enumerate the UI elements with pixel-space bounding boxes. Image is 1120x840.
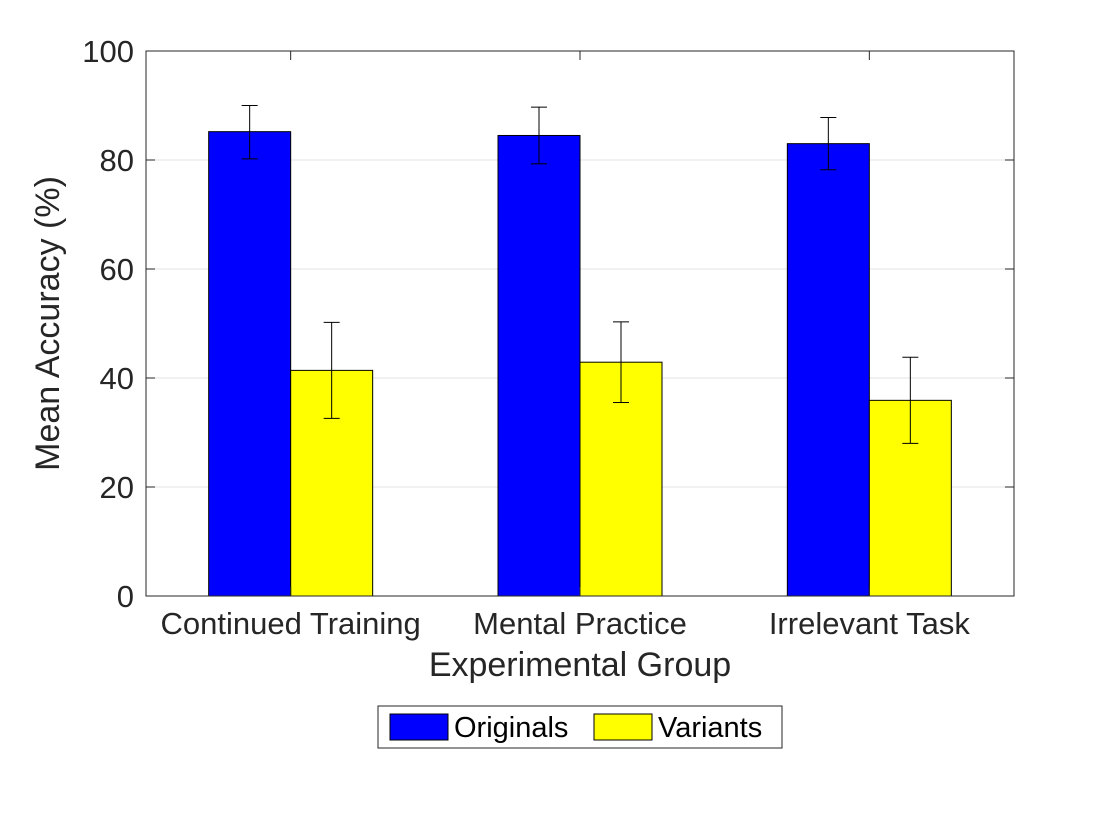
bar-originals-1 xyxy=(208,131,292,597)
y-axis-title: Mean Accuracy (%) xyxy=(29,176,67,471)
error-bars xyxy=(241,105,919,444)
legend-label-variants: Variants xyxy=(658,712,762,744)
legend-label-originals: Originals xyxy=(454,712,568,744)
legend-swatch-originals xyxy=(389,713,449,741)
legend: Originals Variants xyxy=(377,705,783,749)
bar-originals-3 xyxy=(786,143,870,597)
y-tick-label: 80 xyxy=(100,143,134,178)
x-tick-label: Irrelevant Task xyxy=(769,606,971,641)
x-axis-title: Experimental Group xyxy=(429,646,731,684)
y-tick-label: 60 xyxy=(100,252,134,287)
y-tick-label: 20 xyxy=(100,470,134,505)
y-axis-ticks: 0 20 40 60 80 100 xyxy=(82,34,1014,614)
y-tick-label: 40 xyxy=(100,361,134,396)
y-tick-label: 0 xyxy=(117,579,134,614)
x-axis-tick-labels: Continued Training Mental Practice Irrelev… xyxy=(161,51,971,641)
legend-swatch-variants xyxy=(593,713,653,741)
y-tick-label: 100 xyxy=(82,34,134,69)
x-tick-label: Mental Practice xyxy=(473,606,687,641)
x-tick-label: Continued Training xyxy=(161,606,421,641)
bar-originals-2 xyxy=(497,134,581,597)
